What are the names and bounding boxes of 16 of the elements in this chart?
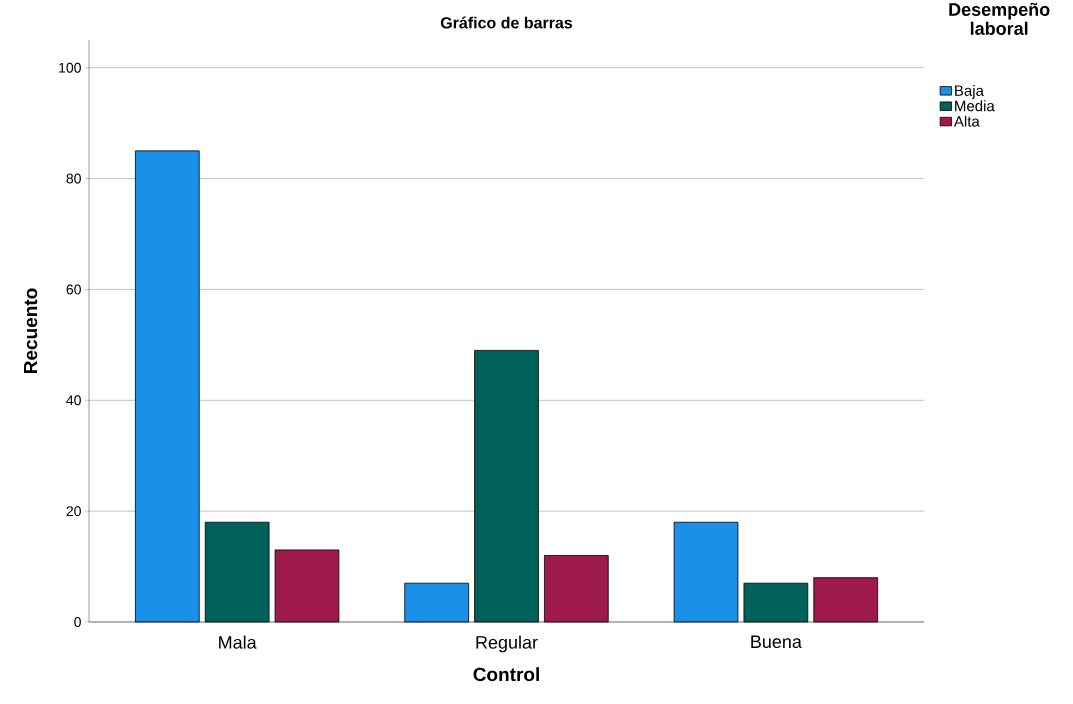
- y-tick-label: 0: [74, 617, 81, 627]
- x-axis-title: Control: [473, 667, 539, 682]
- legend-label: Alta: [953, 115, 980, 127]
- y-tick-label: 80: [66, 173, 81, 184]
- y-tick-label: 20: [66, 506, 81, 517]
- y-axis-title: Recuento: [23, 288, 38, 374]
- legend-label: Baja: [955, 84, 984, 99]
- legend-title: Desempeño laboral: [949, 2, 1050, 35]
- y-tick-label: 60: [66, 284, 81, 295]
- y-tick-label: 100: [59, 62, 81, 73]
- chart-title: Gráfico de barras: [440, 16, 573, 29]
- x-tick-label: Buena: [751, 635, 802, 649]
- x-tick-label: Mala: [219, 635, 257, 649]
- y-tick-label: 40: [66, 395, 81, 406]
- legend-label: Media: [955, 100, 995, 112]
- x-tick-label: Regular: [476, 635, 538, 653]
